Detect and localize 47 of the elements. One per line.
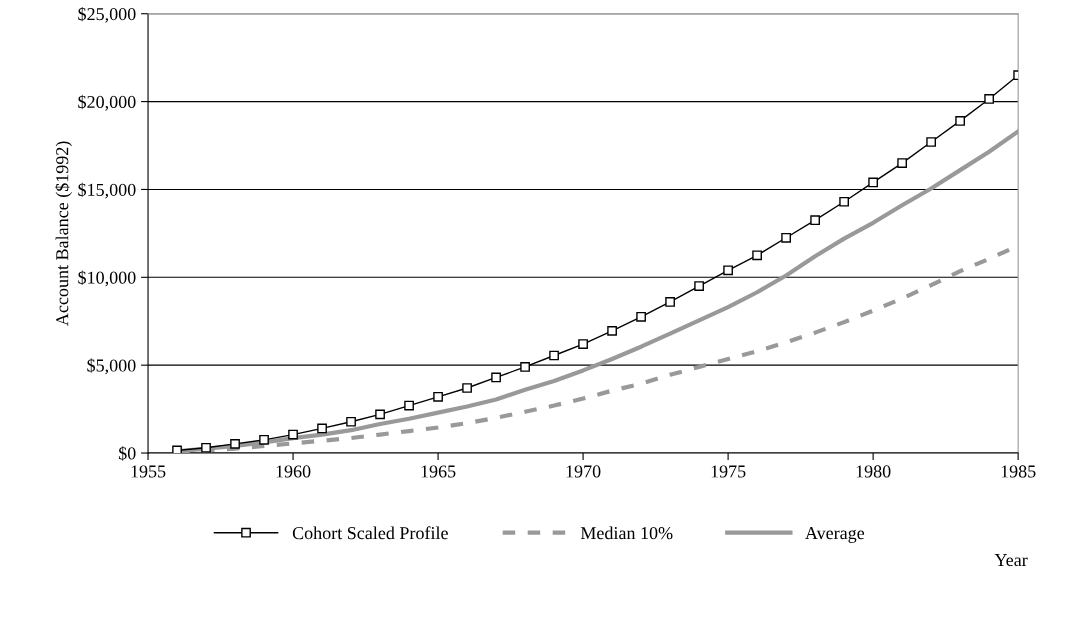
- x-tick-label: 1960: [276, 465, 311, 478]
- y-tick-label: $10,000: [78, 270, 136, 287]
- legend-label: Average: [805, 527, 865, 543]
- point: [230, 439, 240, 449]
- point: [839, 196, 849, 207]
- point: [259, 434, 269, 445]
- point: [868, 177, 878, 188]
- point: [433, 391, 443, 402]
- point: [404, 400, 414, 411]
- point: [984, 94, 994, 104]
- x-tick-label: 1955: [131, 465, 166, 478]
- point: [578, 339, 588, 349]
- point: [926, 137, 936, 147]
- x-tick-label: 1965: [421, 465, 456, 478]
- point: [172, 445, 182, 454]
- point: [665, 297, 675, 307]
- point: [897, 158, 907, 168]
- point: [491, 372, 501, 383]
- x-tick-label: 1980: [856, 465, 891, 478]
- point: [694, 281, 704, 291]
- point: [955, 116, 965, 126]
- point: [317, 423, 327, 434]
- point: [781, 232, 791, 243]
- x-tick-label: 1985: [1001, 465, 1036, 478]
- y-tick-label: $15,000: [78, 182, 136, 199]
- point: [288, 429, 298, 440]
- y-tick-label: $5,000: [87, 358, 136, 375]
- point: [201, 442, 211, 453]
- point: [375, 409, 385, 420]
- point: [549, 350, 559, 361]
- y-axis-title: Account Balance ($1992): [55, 141, 72, 326]
- x-axis-title: Year: [994, 554, 1028, 567]
- point: [607, 326, 617, 336]
- y-tick-label: $0: [118, 446, 136, 461]
- point: [752, 250, 762, 261]
- y-tick-label: $20,000: [78, 94, 136, 111]
- point: [636, 311, 646, 322]
- y-tick-label: $25,000: [78, 6, 136, 23]
- point: [462, 383, 472, 393]
- point: [520, 362, 530, 372]
- point: [810, 215, 820, 226]
- legend-label: Cohort Scaled Profile: [292, 526, 448, 540]
- x-tick-label: 1970: [566, 465, 601, 478]
- legend-label: Median 10%: [580, 526, 673, 540]
- point: [723, 265, 733, 276]
- point: [346, 416, 356, 427]
- x-tick-label: 1975: [711, 465, 746, 478]
